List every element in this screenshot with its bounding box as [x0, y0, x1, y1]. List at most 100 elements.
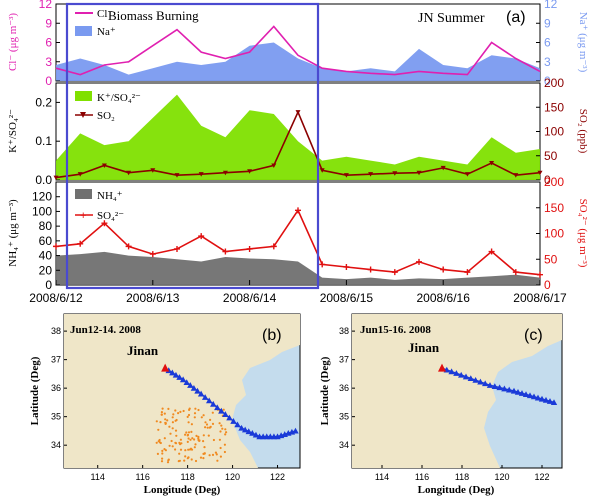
fire-point-100	[169, 432, 172, 435]
fire-point-71	[179, 410, 182, 413]
data-point-2-1	[77, 240, 84, 247]
data-point-1-14	[392, 171, 398, 176]
series-area-1-0	[56, 94, 540, 180]
trajectory-marker-6	[467, 375, 474, 382]
panel-c: Jun15-16. 2008 Jinan (c) Longitude (Deg)…	[319, 313, 563, 496]
fire-point-34	[174, 448, 177, 451]
ytick-label-left-2-1: 20	[39, 263, 53, 277]
fire-point-52	[156, 452, 159, 455]
fire-point-124	[207, 434, 210, 437]
trajectory-marker-24	[252, 431, 260, 438]
fire-point-119	[183, 459, 186, 462]
data-point-1-20	[537, 170, 543, 176]
data-point-1-6	[198, 172, 204, 177]
plot-bottom	[53, 207, 543, 285]
data-point-1-1	[77, 172, 83, 177]
trajectory-marker-19	[526, 392, 534, 399]
map-c-title: Jun15-16. 2008	[360, 324, 431, 336]
map-ytick-label-0: 34	[339, 440, 349, 450]
fire-point-30	[223, 443, 226, 446]
legend-so2-marker	[80, 112, 86, 118]
ytick-label-right-1-1: 50	[544, 149, 558, 163]
trajectory-marker-4	[458, 371, 465, 378]
xtick-label-1: 2008/6/13	[126, 291, 180, 305]
map-b-xlabel: Longitude (Deg)	[144, 484, 221, 496]
legend-k-ratio-swatch	[75, 91, 92, 101]
fire-point-65	[166, 461, 170, 464]
plot-middle	[53, 94, 543, 181]
fire-point-70	[187, 421, 190, 424]
fire-point-90	[186, 457, 189, 460]
ytick-label-right-1-3: 150	[544, 100, 564, 114]
data-point-2-12	[343, 263, 350, 270]
legend-na-label: Na⁺	[97, 26, 116, 38]
data-point-1-13	[368, 172, 374, 177]
xtick-label-4: 2008/6/16	[417, 291, 471, 305]
fire-point-137	[164, 422, 167, 425]
fire-point-59	[215, 453, 218, 456]
map-b-trajectory	[161, 363, 299, 440]
ytick-label-left-0-2: 6	[45, 36, 52, 50]
ylabel-left-top: Cl⁻ (μg m⁻³)	[7, 13, 19, 71]
fire-point-138	[224, 428, 227, 431]
map-ytick-label-4: 38	[339, 326, 349, 336]
fire-point-134	[221, 427, 224, 430]
panel-c-label: (c)	[524, 327, 543, 344]
fire-point-82	[202, 434, 205, 437]
biomass-burning-label: Biomass Burning	[108, 8, 199, 23]
fire-point-31	[186, 434, 189, 437]
ytick-label-right-2-3: 150	[544, 201, 564, 215]
data-point-1-15	[416, 170, 422, 176]
series-line-0-0	[55, 25, 541, 76]
fire-point-19	[166, 419, 169, 422]
map-c-ylabel: Latitude (Deg)	[319, 356, 331, 425]
fire-point-69	[155, 420, 158, 423]
ylabel-right-middle: SO₂ (ppb)	[577, 109, 589, 154]
data-point-1-8	[247, 169, 253, 174]
trajectory-marker-9	[194, 387, 201, 394]
trajectory-marker-3	[453, 370, 460, 376]
fire-point-76	[168, 444, 171, 447]
fire-point-86	[190, 423, 193, 426]
fire-point-55	[171, 416, 174, 419]
legend-cl-label: Cl⁻	[97, 8, 113, 20]
data-point-2-15	[416, 258, 422, 265]
data-point-1-5	[174, 173, 180, 178]
fire-point-54	[202, 414, 205, 417]
fire-point-85	[218, 438, 221, 441]
data-point-1-19	[513, 173, 519, 178]
fire-point-75	[161, 457, 164, 460]
fire-point-67	[184, 455, 187, 458]
trajectory-marker-16	[222, 411, 229, 417]
fire-point-110	[219, 430, 222, 433]
data-point-2-11	[319, 261, 326, 268]
ytick-label-left-2-3: 60	[39, 234, 53, 248]
fire-point-49	[197, 435, 200, 438]
data-point-2-17	[464, 269, 471, 276]
trajectory-marker-20	[238, 424, 245, 431]
fire-point-43	[204, 421, 207, 424]
data-point-2-0	[53, 243, 59, 250]
data-point-2-18	[488, 248, 495, 255]
fire-point-122	[193, 446, 196, 449]
data-point-2-14	[391, 269, 398, 276]
fire-point-109	[179, 438, 182, 441]
data-point-2-4	[149, 251, 156, 258]
fire-point-51	[219, 446, 222, 450]
fire-point-13	[223, 450, 226, 454]
fire-point-56	[167, 459, 170, 462]
fire-point-125	[171, 427, 174, 430]
trajectory-marker-14	[506, 386, 513, 393]
map-c-city: Jinan	[408, 340, 440, 355]
fire-point-12	[163, 437, 166, 440]
trajectory-marker-10	[486, 382, 494, 388]
data-point-2-8	[246, 245, 253, 252]
data-point-2-20	[537, 271, 543, 278]
fire-point-35	[208, 454, 211, 457]
data-point-1-10	[295, 110, 301, 115]
fire-point-29	[204, 426, 207, 429]
map-ytick-label-2: 36	[51, 383, 61, 393]
map-xtick-label-4: 122	[270, 472, 285, 482]
trajectory-marker-22	[245, 428, 252, 435]
series-area-2-0	[56, 251, 540, 285]
